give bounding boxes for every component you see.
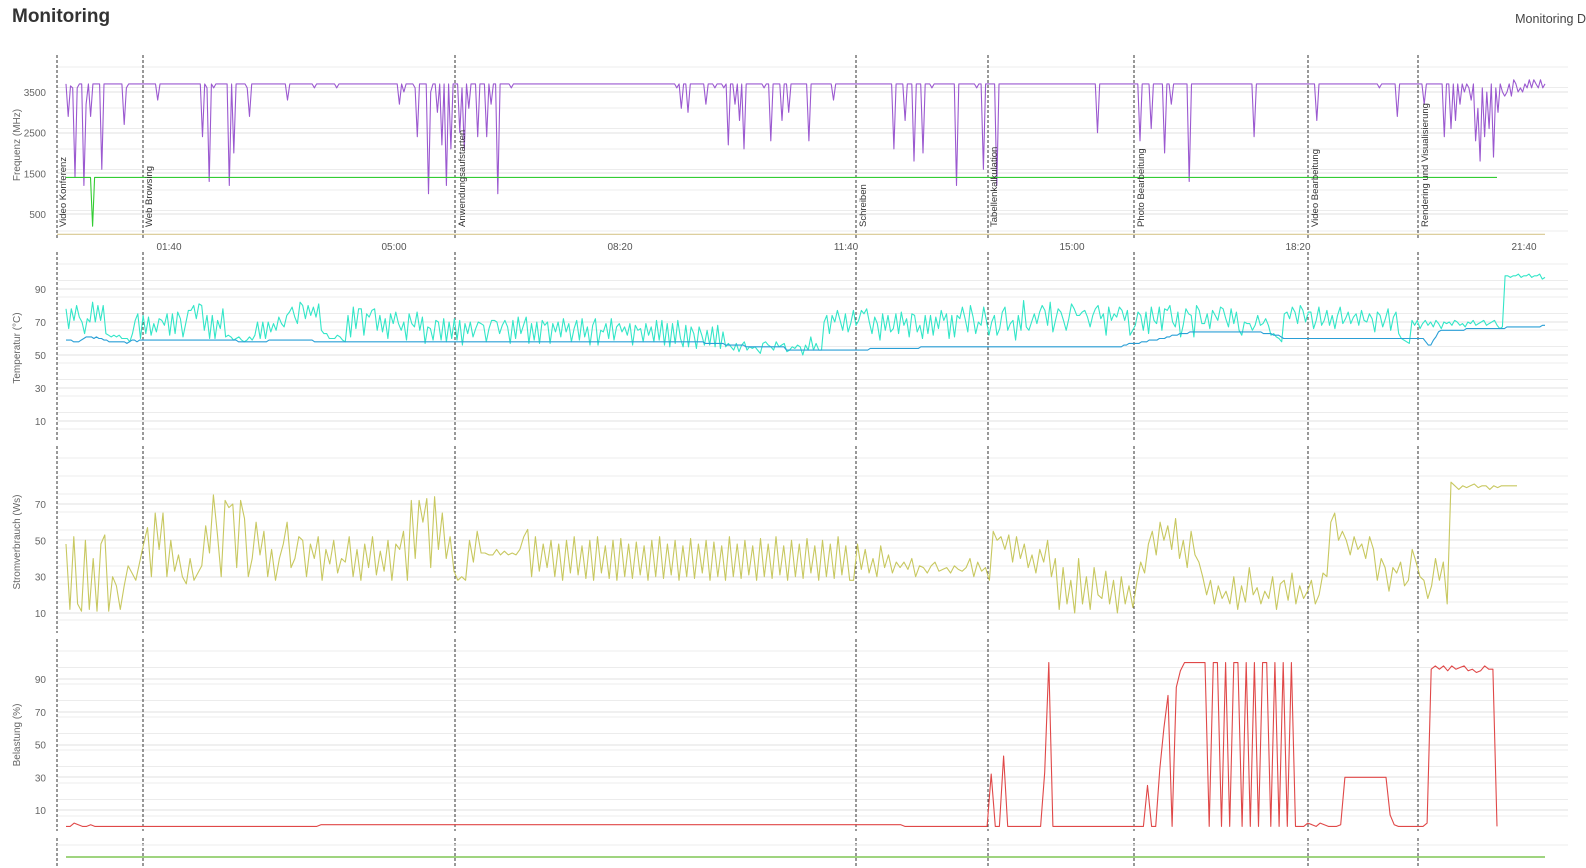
x-tick-label: 05:00 [381,242,406,253]
y-axis-label: Frequenz (MHz) [12,109,23,181]
frequenz-series-2 [66,176,1497,227]
y-tick-label: 90 [35,285,47,296]
y-tick-label: 2500 [24,129,47,140]
phase-label: Web Browsing [144,166,155,227]
temperatur-series-1 [65,273,1546,356]
y-tick-label: 70 [35,708,47,719]
y-axis-label: Temperatur (°C) [12,312,23,383]
phase-label: Video Konferenz [58,157,69,227]
x-tick-label: 01:40 [156,242,181,253]
x-tick-label: 08:20 [607,242,632,253]
stromverbrauch-series-1 [65,481,1517,614]
y-tick-label: 1500 [24,169,47,180]
y-tick-label: 70 [35,500,47,511]
phase-label: Tabellenkalkulation [989,147,1000,227]
y-tick-label: 500 [29,210,46,221]
phase-label: Schreiben [858,184,869,227]
y-tick-label: 50 [35,536,47,547]
y-axis-label: Stromverbrauch (Ws) [12,494,23,589]
y-tick-label: 10 [35,417,47,428]
y-tick-label: 90 [35,675,47,686]
x-tick-label: 15:00 [1059,242,1084,253]
phase-label: Anwendungsaufstarten [457,130,468,227]
y-tick-label: 30 [35,573,47,584]
y-tick-label: 70 [35,318,47,329]
y-tick-label: 50 [35,351,47,362]
breadcrumb[interactable]: Monitoring D [1515,12,1586,26]
y-tick-label: 10 [35,806,47,817]
x-tick-label: 11:40 [834,242,859,253]
temperatur-series-2 [66,324,1545,351]
y-tick-label: 30 [35,773,47,784]
frequenz-series-1 [65,79,1546,195]
y-tick-label: 50 [35,741,47,752]
y-tick-label: 10 [35,609,47,620]
phase-label: Photo Bearbeitung [1136,148,1147,227]
page-title: Monitoring [12,6,111,27]
x-tick-label: 21:40 [1511,242,1536,253]
y-axis-label: Belastung (%) [12,704,23,767]
belastung-series-1 [66,662,1498,827]
phase-label: Rendering und Visualisierung [1420,103,1431,227]
x-tick-label: 18:20 [1285,242,1310,253]
y-tick-label: 30 [35,384,47,395]
y-tick-label: 3500 [24,88,47,99]
phase-label: Video Bearbeitung [1310,149,1321,227]
